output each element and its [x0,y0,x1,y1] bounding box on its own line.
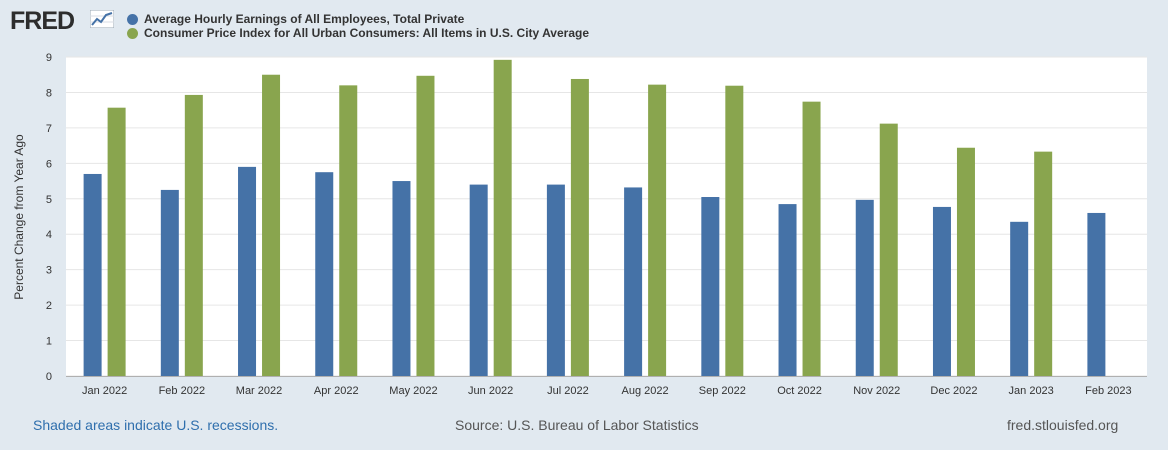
bar-cpi-jun-2022[interactable] [493,59,512,376]
y-tick-label: 2 [46,300,52,312]
x-tick-label: Feb 2023 [1085,385,1131,397]
y-tick-label: 9 [46,52,52,64]
legend-item-earnings[interactable]: Average Hourly Earnings of All Employees… [127,12,589,26]
x-tick-label: Apr 2022 [314,385,359,397]
bar-cpi-apr-2022[interactable] [339,85,358,376]
x-tick-label: Jan 2022 [82,385,127,397]
bar-earnings-jan-2023[interactable] [1010,221,1029,376]
x-tick-label: May 2022 [389,385,437,397]
y-tick-label: 1 [46,336,52,348]
bar-cpi-may-2022[interactable] [416,75,435,376]
bar-earnings-aug-2022[interactable] [624,187,643,376]
x-tick-label: Jan 2023 [1009,385,1054,397]
y-tick-label: 5 [46,194,52,206]
site-link[interactable]: fred.stlouisfed.org [1007,417,1119,433]
bar-earnings-jun-2022[interactable] [469,184,488,376]
bar-earnings-sep-2022[interactable] [701,197,720,376]
bar-cpi-mar-2022[interactable] [262,74,281,376]
bar-earnings-feb-2023[interactable] [1087,212,1106,376]
x-tick-label: Jun 2022 [468,385,513,397]
line-chart-icon [90,10,114,28]
y-tick-label: 7 [46,123,52,135]
source-note: Source: U.S. Bureau of Labor Statistics [455,417,699,433]
recessions-note: Shaded areas indicate U.S. recessions. [33,417,279,433]
chart-legend: Average Hourly Earnings of All Employees… [127,12,589,40]
x-tick-label: Mar 2022 [236,385,282,397]
bar-cpi-jan-2022[interactable] [107,107,126,377]
bar-cpi-feb-2022[interactable] [184,94,203,377]
y-tick-label: 4 [46,229,52,241]
x-tick-label: Jul 2022 [547,385,589,397]
bar-earnings-apr-2022[interactable] [315,172,334,376]
bar-earnings-feb-2022[interactable] [160,189,179,376]
bar-earnings-jan-2022[interactable] [83,173,102,376]
legend-label-earnings: Average Hourly Earnings of All Employees… [144,12,465,26]
bar-earnings-mar-2022[interactable] [238,166,257,376]
bar-cpi-dec-2022[interactable] [956,147,975,376]
bar-earnings-oct-2022[interactable] [778,204,797,376]
legend-label-cpi: Consumer Price Index for All Urban Consu… [144,26,589,40]
x-tick-label: Nov 2022 [853,385,900,397]
x-tick-label: Oct 2022 [777,385,822,397]
bar-earnings-dec-2022[interactable] [932,206,951,376]
y-tick-label: 3 [46,265,52,277]
legend-swatch-earnings [127,13,138,25]
fred-logo[interactable]: FRED [10,7,75,35]
x-tick-label: Sep 2022 [699,385,746,397]
bar-cpi-sep-2022[interactable] [725,85,744,377]
plot-area [66,57,1147,376]
x-tick-label: Dec 2022 [930,385,977,397]
bar-cpi-oct-2022[interactable] [802,101,821,376]
x-tick-label: Aug 2022 [622,385,669,397]
bar-cpi-jan-2023[interactable] [1034,151,1053,376]
bar-earnings-jul-2022[interactable] [546,184,565,376]
bar-chart: 0 1 2 3 4 5 6 7 8 9 Jan 2022 Feb 2022 Mar 2022 Apr 2… [46,52,1147,397]
legend-item-cpi[interactable]: Consumer Price Index for All Urban Consu… [127,26,589,40]
bar-cpi-aug-2022[interactable] [648,84,667,376]
y-tick-label: 6 [46,158,52,170]
bar-earnings-nov-2022[interactable] [855,199,874,376]
x-tick-label: Feb 2022 [159,385,205,397]
bar-earnings-may-2022[interactable] [392,181,411,376]
legend-swatch-cpi [127,27,138,39]
bar-cpi-jul-2022[interactable] [570,78,589,376]
bar-cpi-nov-2022[interactable] [879,123,898,376]
y-tick-label: 0 [46,371,52,383]
y-tick-label: 8 [46,87,52,99]
